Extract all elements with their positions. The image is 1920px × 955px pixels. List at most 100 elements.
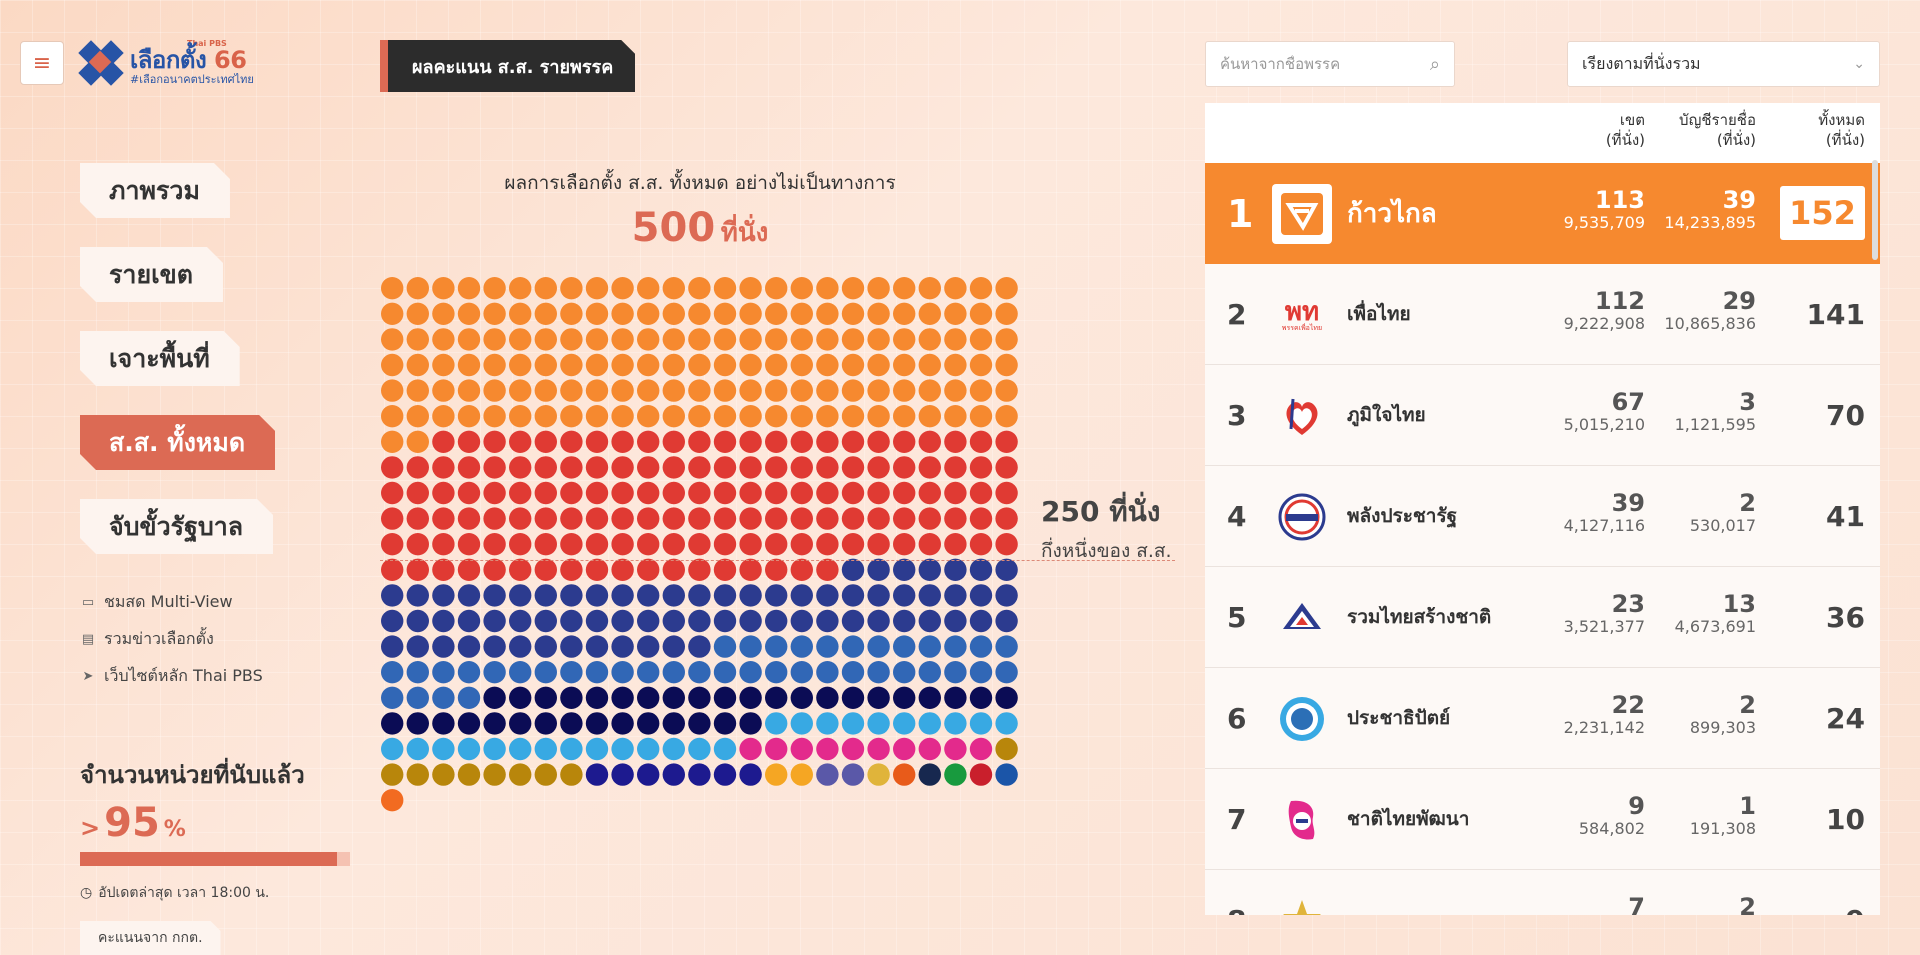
search-input[interactable] <box>1220 55 1430 73</box>
seat-dot <box>406 456 429 479</box>
seat-dot <box>790 584 813 607</box>
seat-dot <box>406 686 429 709</box>
seat-dot <box>867 686 890 709</box>
search-icon[interactable]: ⌕ <box>1429 53 1440 75</box>
seat-dot <box>688 609 711 633</box>
link-thaipbs[interactable]: ➤ เว็บไซต์หลัก Thai PBS <box>80 664 263 689</box>
sort-select[interactable]: เรียงตามที่นั่งรวม ⌄ <box>1567 41 1880 87</box>
seat-dot <box>662 302 685 325</box>
seat-dot <box>534 507 557 530</box>
seat-dot <box>432 430 455 453</box>
seat-dot <box>688 763 711 786</box>
seat-dot <box>713 277 737 300</box>
seat-dot <box>765 328 788 351</box>
seat-dot <box>509 328 532 351</box>
seat-dot <box>867 481 890 505</box>
seat-dot <box>841 379 865 402</box>
seat-dot <box>688 456 711 479</box>
seat-dot <box>509 584 532 607</box>
seat-dot <box>765 533 788 556</box>
seat-dot <box>637 328 660 351</box>
seat-dot <box>611 635 634 658</box>
source-tag[interactable]: คะแนนจาก กกต. <box>80 921 221 955</box>
menu-button[interactable]: ≡ <box>20 41 64 85</box>
seat-dot <box>457 430 481 453</box>
seat-dot <box>995 533 1018 556</box>
seat-dot <box>406 507 429 530</box>
seat-dot <box>611 277 634 300</box>
seat-dot <box>637 763 660 786</box>
seat-dot <box>457 763 481 786</box>
seat-dot <box>406 533 429 556</box>
seat-dot <box>406 328 429 351</box>
seat-dot <box>969 584 993 607</box>
seat-dot <box>662 507 685 530</box>
table-row[interactable]: 7 ชาติไทยพัฒนา 9 584,802 1 191,308 10 <box>1205 769 1880 870</box>
table-row[interactable]: 4 พลังประชารัฐ 39 4,127,116 2 530,017 41 <box>1205 466 1880 567</box>
seat-dot <box>662 430 685 453</box>
party-list-cell: 29 10,865,836 <box>1664 287 1756 334</box>
seat-dot <box>867 353 890 377</box>
seat-dot <box>509 353 532 377</box>
seat-dot <box>969 328 993 351</box>
seat-dot <box>509 507 532 530</box>
seat-dot <box>944 533 967 556</box>
nav-item-district[interactable]: รายเขต <box>80 247 223 302</box>
counted-progress-fill <box>80 852 337 866</box>
seat-dot <box>969 635 993 658</box>
seat-dot <box>432 481 455 505</box>
seat-dot <box>969 430 993 453</box>
table-row[interactable]: 8 7 2 9 <box>1205 870 1880 915</box>
seat-dot <box>944 379 967 402</box>
seat-dot <box>765 686 788 709</box>
table-row[interactable]: 5 รวมไทยสร้างชาติ 23 3,521,377 13 4,673,69… <box>1205 567 1880 668</box>
seat-dot <box>432 328 455 351</box>
site-logo[interactable]: Thai PBS เลือกตั้ง 66 #เลือกอนาคตประเทศไ… <box>78 40 254 86</box>
seat-dot <box>457 379 481 402</box>
link-multiview[interactable]: ▭ ชมสด Multi-View <box>81 592 233 611</box>
seat-dot <box>688 430 711 453</box>
table-row[interactable]: 2 พท พรรคเพื่อไทย เพื่อไทย 112 9,222,908 … <box>1205 264 1880 365</box>
table-row[interactable]: 6 ประชาธิปัตย์ 22 2,231,142 2 899,303 24 <box>1205 668 1880 769</box>
table-row[interactable]: 1 ก้าวไกล 113 9,535,709 39 14,233,895 152 <box>1205 163 1880 264</box>
table-row[interactable]: 3 ภูมิใจไทย 67 5,015,210 3 1,121,595 70 <box>1205 365 1880 466</box>
table-scrollbar[interactable] <box>1872 160 1878 260</box>
seat-dot <box>432 609 455 633</box>
seat-dot <box>739 584 762 607</box>
seat-dot <box>765 661 788 684</box>
seat-dot <box>918 609 941 633</box>
seat-dot <box>739 405 762 428</box>
seat-dot <box>790 737 813 761</box>
seat-dot <box>739 533 762 556</box>
seat-dot <box>893 379 916 402</box>
seat-dot <box>611 712 634 735</box>
seat-dot <box>969 737 993 761</box>
seat-dot <box>688 302 711 325</box>
seat-dot <box>969 302 993 325</box>
seat-dot <box>560 584 583 607</box>
seat-dot <box>662 558 685 581</box>
link-news[interactable]: ▤ รวมข่าวเลือกตั้ง <box>81 629 214 648</box>
seat-dot <box>509 405 532 428</box>
seat-dot <box>432 456 455 479</box>
last-updated: ◷ อัปเดตล่าสุด เวลา 18:00 น. <box>80 885 270 901</box>
main-nav: ภาพรวม รายเขต เจาะพื้นที่ ส.ส. ทั้งหมด จ… <box>80 163 275 554</box>
seat-dot <box>534 328 557 351</box>
seat-dot <box>944 661 967 684</box>
seat-dot <box>509 686 532 709</box>
seat-dot <box>918 353 941 377</box>
seat-dot <box>713 737 737 761</box>
seat-dot <box>483 379 506 402</box>
seat-dot <box>739 635 762 658</box>
sort-label: เรียงตามที่นั่งรวม <box>1582 53 1701 73</box>
chevron-down-icon: ⌄ <box>1853 56 1865 72</box>
ruam-thai-sang-chart-logo-icon <box>1272 588 1332 648</box>
nav-item-coalition[interactable]: จับขั้วรัฐบาล <box>80 499 273 554</box>
nav-item-area[interactable]: เจาะพื้นที่ <box>80 331 240 386</box>
nav-item-all-mps[interactable]: ส.ส. ทั้งหมด <box>80 415 275 470</box>
seat-dot <box>765 737 788 761</box>
nav-item-overview[interactable]: ภาพรวม <box>80 163 230 218</box>
total-seats: 152 <box>1780 186 1865 240</box>
seat-dot <box>457 712 481 735</box>
seat-dot <box>816 712 839 735</box>
